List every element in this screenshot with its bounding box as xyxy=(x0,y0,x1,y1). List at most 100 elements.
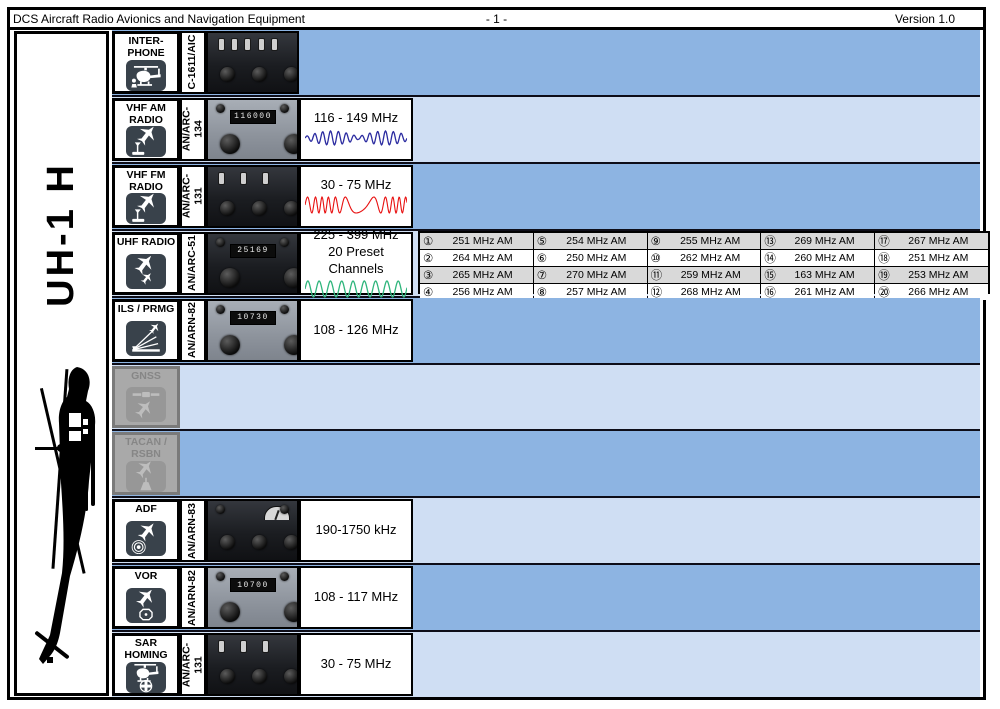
toggle-switch xyxy=(218,171,225,185)
small-knob xyxy=(216,304,225,314)
equipment-panel-photo: 116000 xyxy=(206,97,299,161)
control-knob xyxy=(284,334,297,355)
equipment-title: UHF RADIO xyxy=(116,235,176,248)
version-label: Version 1.0 xyxy=(894,12,955,26)
equipment-panel-photo: 10700 xyxy=(206,566,299,630)
equipment-panel-photo xyxy=(206,633,299,697)
channel-number: ⑧ xyxy=(536,286,548,299)
preset-channel-12: ⑫ 268 MHz AM xyxy=(647,283,761,300)
row-block: VHF FM RADIO AN/ARC- 131 30 - 75 MHz xyxy=(112,164,413,228)
channel-frequency: 254 MHz AM xyxy=(566,234,627,247)
device-designation: AN/ARC- 134 xyxy=(180,107,204,152)
toggle-switch xyxy=(231,38,239,51)
am-waveform xyxy=(305,130,407,147)
preset-channel-2: ② 264 MHz AM xyxy=(420,249,533,266)
channel-number: ⑳ xyxy=(878,286,890,299)
channel-frequency: 267 MHz AM xyxy=(908,234,969,247)
equipment-panel-photo: 10730 xyxy=(206,298,299,362)
control-knob xyxy=(220,200,235,216)
equipment-rows: INTER- PHONE C-1611/AIC VHF AM RADIO AN/ARC… xyxy=(112,30,990,698)
equipment-row-tacan-rsbn: TACAN / RSBN xyxy=(112,431,980,499)
preset-channel-9: ⑨ 255 MHz AM xyxy=(647,232,761,249)
channel-number: ⑱ xyxy=(878,252,890,265)
equipment-panel-photo: 25169 xyxy=(206,231,299,295)
equipment-label-box-uhf-radio: UHF RADIO xyxy=(112,231,180,295)
equipment-title: INTER- PHONE xyxy=(127,35,165,59)
equipment-panel-photo xyxy=(206,499,299,563)
channel-frequency: 259 MHz AM xyxy=(680,268,741,281)
control-knob xyxy=(284,67,297,82)
device-designation-box: AN/ARC-51 xyxy=(180,231,206,295)
equipment-title: TACAN / RSBN xyxy=(125,436,167,461)
preset-channel-15: ⑮ 163 MHz AM xyxy=(761,266,875,283)
channel-number: ⑭ xyxy=(764,252,776,265)
small-knob xyxy=(280,103,289,113)
equipment-panel-photo xyxy=(206,164,299,228)
channel-frequency: 251 MHz AM xyxy=(908,251,969,264)
equipment-title: ILS / PRMG xyxy=(117,302,175,315)
aircraft-ndb-icon xyxy=(126,521,166,557)
equipment-label-box-ils-prmg: ILS / PRMG xyxy=(112,298,180,362)
equipment-label-box-interphone: INTER- PHONE xyxy=(112,31,180,94)
preset-channel-6: ⑥ 250 MHz AM xyxy=(533,249,647,266)
channel-frequency: 264 MHz AM xyxy=(452,251,513,264)
equipment-panel-photo xyxy=(206,31,299,94)
channel-frequency: 255 MHz AM xyxy=(680,234,741,247)
channel-number: ③ xyxy=(423,269,434,282)
toggle-switch xyxy=(244,38,252,51)
equipment-label-box-tacan-rsbn: TACAN / RSBN xyxy=(112,432,180,496)
device-designation-box: AN/ARC- 134 xyxy=(180,97,206,161)
aircraft-ground-station-icon xyxy=(126,193,166,225)
toggle-switch xyxy=(262,171,269,185)
preset-channel-20: ⑳ 266 MHz AM xyxy=(875,283,988,300)
equipment-row-adf: ADF AN/ARN-83 190-1750 kHz xyxy=(112,498,980,566)
control-knob xyxy=(284,602,297,623)
toggle-switch xyxy=(240,171,247,185)
channel-frequency: 268 MHz AM xyxy=(680,285,741,298)
preset-channel-17: ⑰ 267 MHz AM xyxy=(875,232,988,249)
frequency-range-box: 30 - 75 MHz xyxy=(299,633,413,697)
frequency-range-text: 108 - 117 MHz xyxy=(313,589,399,605)
frequency-range-box: 30 - 75 MHz xyxy=(299,164,413,228)
device-designation: AN/ARN-83 xyxy=(186,502,199,559)
toggle-switch xyxy=(240,640,247,654)
frequency-range-text: 30 - 75 MHz xyxy=(320,177,392,193)
channel-frequency: 256 MHz AM xyxy=(452,285,513,298)
device-designation: AN/ARC-51 xyxy=(186,235,199,292)
equipment-title: VHF FM RADIO xyxy=(126,168,166,193)
preset-channel-4: ④ 256 MHz AM xyxy=(420,283,533,300)
equipment-row-vhf-am-radio: VHF AM RADIO AN/ARC- 134 116000 116 - 149 M… xyxy=(112,96,980,164)
preset-channel-16: ⑯ 261 MHz AM xyxy=(761,283,875,300)
channel-number: ⑰ xyxy=(878,235,890,248)
frequency-display: 10730 xyxy=(230,310,276,325)
toggle-switch xyxy=(257,38,265,51)
content-area: UH-1 H xyxy=(13,30,990,698)
satellite-aircraft-icon xyxy=(126,387,166,423)
equipment-row-interphone: INTER- PHONE C-1611/AIC xyxy=(112,30,980,97)
channel-number: ⑪ xyxy=(650,269,663,282)
equipment-label-box-gnss: GNSS xyxy=(112,365,180,429)
preset-channel-10: ⑩ 262 MHz AM xyxy=(647,249,761,266)
interphone-helicopter-icon xyxy=(126,59,166,91)
uhf-waveform xyxy=(305,280,407,298)
equipment-title: GNSS xyxy=(131,369,161,382)
control-knob xyxy=(284,669,297,685)
channel-number: ⑨ xyxy=(650,235,661,248)
preset-channel-8: ⑧ 257 MHz AM xyxy=(533,283,647,300)
control-knob xyxy=(220,602,240,623)
channel-frequency: 261 MHz AM xyxy=(794,285,855,298)
aircraft-ground-station-icon xyxy=(126,126,166,158)
preset-channel-1: ① 251 MHz AM xyxy=(420,232,533,249)
page-number: - 1 - xyxy=(485,12,508,26)
row-block: GNSS xyxy=(112,365,180,429)
equipment-title: VHF AM RADIO xyxy=(126,101,166,126)
channel-frequency: 262 MHz AM xyxy=(680,251,741,264)
frequency-range-box: 108 - 117 MHz xyxy=(299,566,413,630)
frequency-range-box: 190-1750 kHz xyxy=(299,499,413,563)
row-block: ILS / PRMG AN/ARN-82 10730 108 - 126 MHz xyxy=(112,298,413,362)
equipment-row-vhf-fm-radio: VHF FM RADIO AN/ARC- 131 30 - 75 MHz xyxy=(112,163,980,231)
frequency-range-box: 108 - 126 MHz xyxy=(299,298,413,362)
device-designation-box: AN/ARC- 131 xyxy=(180,164,206,228)
equipment-label-box-vhf-am-radio: VHF AM RADIO xyxy=(112,97,180,161)
small-knob xyxy=(216,103,225,113)
